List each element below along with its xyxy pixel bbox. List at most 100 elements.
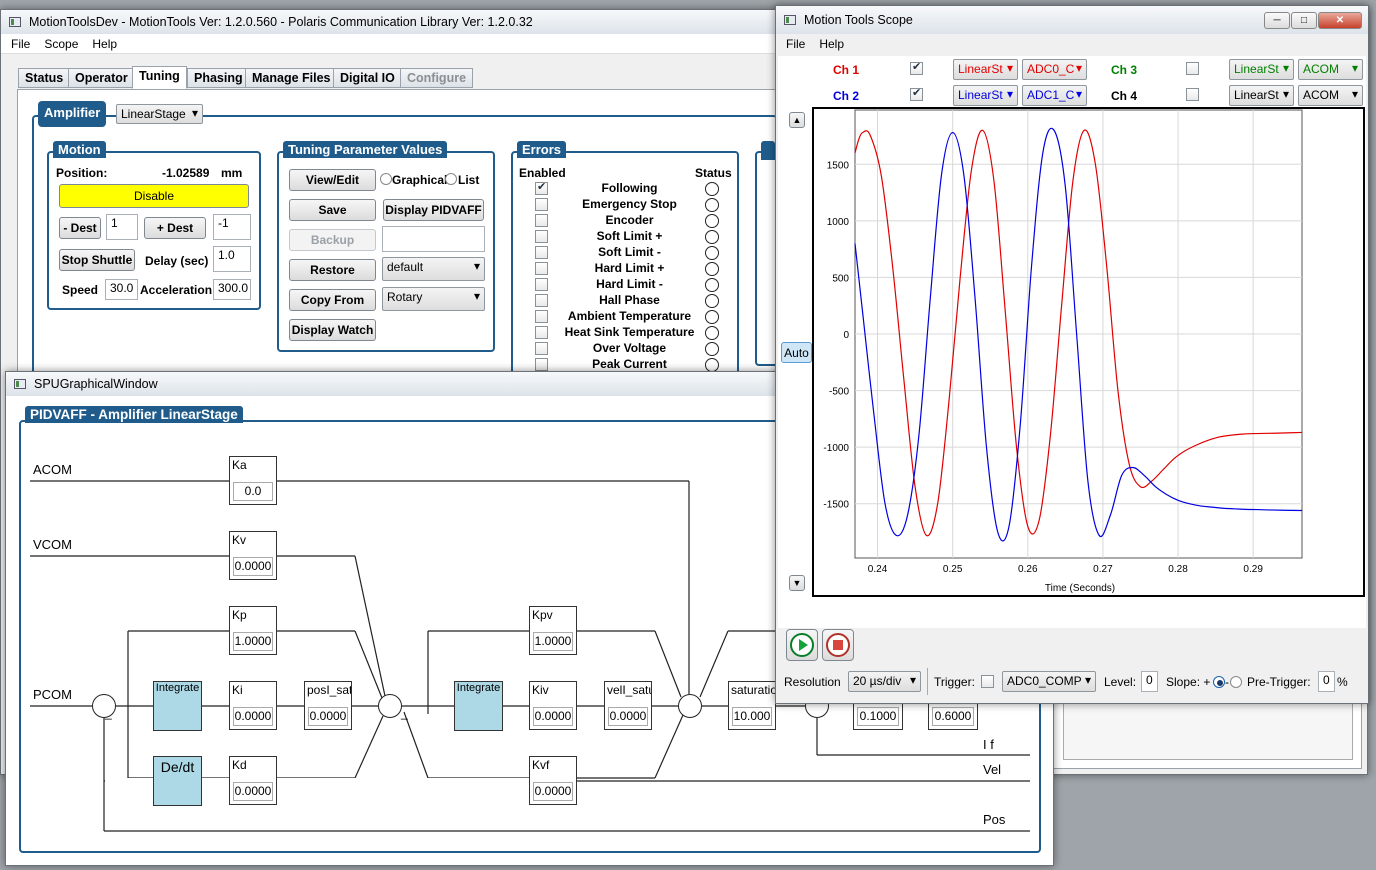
close-icon[interactable]: ✕ — [1318, 11, 1362, 29]
error-enabled-checkbox[interactable] — [535, 278, 548, 291]
posi-input[interactable]: 0.0000 — [308, 707, 348, 726]
kvf-label: Kvf — [532, 758, 550, 772]
kiv-input[interactable]: 0.0000 — [533, 707, 573, 726]
speed-input[interactable]: 30.0 — [105, 279, 138, 300]
view-edit-button[interactable]: View/Edit — [289, 169, 376, 191]
auto-button[interactable]: Auto — [781, 342, 812, 363]
error-label: Following — [601, 181, 658, 195]
ch1-device-select[interactable]: LinearSt — [953, 59, 1018, 80]
copy-from-button[interactable]: Copy From — [289, 289, 376, 311]
minus-dest-button[interactable]: - Dest — [59, 217, 101, 239]
ch4-signal-select[interactable]: ACOM — [1298, 85, 1363, 106]
ch3-checkbox[interactable] — [1186, 62, 1199, 75]
error-status-indicator — [705, 262, 719, 276]
posi-label: posI_satu — [307, 683, 351, 697]
saturation-input[interactable]: 10.000 — [732, 707, 772, 726]
trigger-signal-select[interactable]: ADC0_COMP — [1002, 671, 1096, 692]
saturation-label: saturatio — [731, 683, 776, 697]
plus-dest-input[interactable]: -1 — [213, 214, 251, 240]
level-input[interactable]: 0 — [1141, 671, 1158, 692]
disable-button[interactable]: Disable — [59, 184, 249, 208]
minus-sign-1: _ — [105, 706, 112, 720]
trigger-checkbox[interactable] — [981, 675, 994, 688]
menu-file[interactable]: File — [11, 36, 31, 51]
minus-dest-input[interactable]: 1 — [106, 214, 138, 240]
scroll-down-icon[interactable]: ▼ — [789, 575, 805, 591]
kv-input[interactable]: 0.0000 — [233, 557, 273, 576]
menu-scope[interactable]: Scope — [44, 36, 79, 51]
save-button[interactable]: Save — [289, 199, 376, 221]
scope-menu-file[interactable]: File — [786, 37, 806, 51]
error-enabled-checkbox[interactable] — [535, 214, 548, 227]
restore-button[interactable]: Restore — [289, 259, 376, 281]
ch3-signal-select[interactable]: ACOM — [1298, 59, 1363, 80]
acceleration-input[interactable]: 300.0 — [213, 279, 251, 300]
plus-dest-button[interactable]: + Dest — [144, 217, 206, 239]
amplifier-select[interactable]: LinearStage — [116, 104, 203, 124]
slope-minus-radio[interactable] — [1230, 676, 1242, 688]
tab-tuning[interactable]: Tuning — [132, 66, 187, 89]
tab-digital-io[interactable]: Digital IO — [333, 68, 402, 88]
param-kd: Kd 0.0000 — [229, 756, 277, 805]
ki-input[interactable]: 0.0000 — [233, 707, 273, 726]
stop-button[interactable] — [822, 629, 854, 661]
ka-input[interactable]: 0.0 — [233, 482, 273, 501]
ch4-checkbox[interactable] — [1186, 88, 1199, 101]
maximize-icon[interactable]: □ — [1291, 11, 1317, 29]
backup-button[interactable]: Backup — [289, 229, 376, 251]
backup-input[interactable] — [382, 226, 485, 252]
kvf-input[interactable]: 0.0000 — [533, 782, 573, 801]
current-1-input[interactable]: 0.1000 — [857, 707, 899, 726]
display-pidvaff-button[interactable]: Display PIDVAFF — [383, 199, 484, 221]
scope-chart: 0.24 0.25 0.26 0.27 0.28 0.29 1500 1000 500 0 -500… — [812, 107, 1365, 597]
stop-shuttle-button[interactable]: Stop Shuttle — [59, 249, 135, 271]
error-enabled-checkbox[interactable] — [535, 180, 548, 195]
integrate-block-2[interactable]: Integrate — [454, 681, 503, 731]
amplifier-title: Amplifier — [38, 101, 107, 127]
current-2-input[interactable]: 0.6000 — [932, 707, 974, 726]
ch4-device-select[interactable]: LinearSt — [1229, 85, 1294, 106]
graphical-radio[interactable] — [380, 173, 392, 185]
error-enabled-checkbox[interactable] — [535, 326, 548, 339]
error-enabled-checkbox[interactable] — [535, 262, 548, 275]
integrate-block-1[interactable]: Integrate — [153, 681, 202, 731]
copy-from-select[interactable]: Rotary — [382, 287, 485, 311]
kpv-input[interactable]: 1.0000 — [533, 632, 573, 651]
minimize-icon[interactable]: ─ — [1264, 11, 1290, 29]
error-enabled-checkbox[interactable] — [535, 310, 548, 323]
error-enabled-checkbox[interactable] — [535, 342, 548, 355]
scroll-up-icon[interactable]: ▲ — [789, 112, 805, 128]
error-enabled-checkbox[interactable] — [535, 246, 548, 259]
amplifier-label: Amplifier — [44, 105, 101, 121]
run-button[interactable] — [786, 629, 818, 661]
error-enabled-checkbox[interactable] — [535, 358, 548, 371]
ch1-signal-select[interactable]: ADC0_C — [1022, 59, 1087, 80]
dedt-block[interactable]: De/dt — [153, 756, 202, 806]
ch2-signal-select[interactable]: ADC1_C — [1022, 85, 1087, 106]
resolution-select[interactable]: 20 µs/div — [848, 671, 921, 692]
tuning-title: Tuning Parameter Values — [283, 141, 448, 158]
error-enabled-checkbox[interactable] — [535, 198, 548, 211]
tab-configure[interactable]: Configure — [400, 68, 474, 88]
veli-input[interactable]: 0.0000 — [608, 707, 648, 726]
scope-menu-help[interactable]: Help — [819, 37, 845, 51]
ch2-device-select[interactable]: LinearSt — [953, 85, 1018, 106]
ch1-checkbox[interactable] — [910, 60, 923, 75]
error-enabled-checkbox[interactable] — [535, 230, 548, 243]
error-label: Hard Limit - — [596, 277, 663, 291]
kp-input[interactable]: 1.0000 — [233, 632, 273, 651]
ch2-checkbox[interactable] — [910, 86, 923, 101]
menu-help[interactable]: Help — [92, 36, 118, 51]
restore-select[interactable]: default — [382, 257, 485, 281]
y-tick-label: 0 — [843, 330, 849, 341]
pretrigger-input[interactable]: 0 — [1318, 671, 1335, 692]
display-watch-button[interactable]: Display Watch — [289, 319, 376, 341]
delay-input[interactable]: 1.0 — [213, 246, 251, 272]
kd-input[interactable]: 0.0000 — [233, 782, 273, 801]
ch3-device-select[interactable]: LinearSt — [1229, 59, 1294, 80]
list-radio[interactable] — [445, 173, 457, 185]
error-enabled-checkbox[interactable] — [535, 294, 548, 307]
tab-manage-files[interactable]: Manage Files — [245, 68, 338, 88]
tab-phasing[interactable]: Phasing — [187, 68, 250, 88]
acceleration-label: Acceleration — [140, 283, 213, 297]
